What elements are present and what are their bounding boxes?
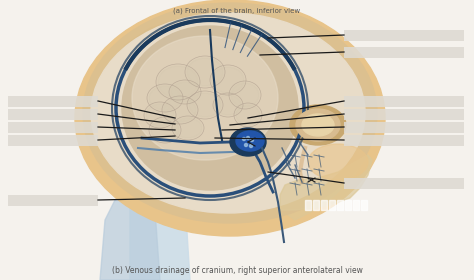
Polygon shape <box>100 188 160 280</box>
Ellipse shape <box>231 83 259 107</box>
Bar <box>344 96 464 107</box>
Ellipse shape <box>174 118 202 138</box>
Bar <box>344 135 464 146</box>
Bar <box>329 200 335 210</box>
Bar <box>8 195 98 206</box>
Bar <box>8 122 98 133</box>
Polygon shape <box>130 170 190 280</box>
Bar <box>344 109 464 120</box>
Text: (a) Frontal of the brain, inferior view: (a) Frontal of the brain, inferior view <box>173 7 301 13</box>
Ellipse shape <box>122 26 298 190</box>
Ellipse shape <box>189 93 221 117</box>
Ellipse shape <box>246 137 249 139</box>
Bar <box>8 109 98 120</box>
Ellipse shape <box>230 128 266 156</box>
Bar <box>305 200 311 210</box>
Polygon shape <box>280 155 372 210</box>
Ellipse shape <box>302 114 334 136</box>
Bar <box>361 200 367 210</box>
Ellipse shape <box>249 144 253 148</box>
Ellipse shape <box>171 82 199 102</box>
Bar <box>321 200 327 210</box>
Ellipse shape <box>164 98 196 122</box>
Bar <box>8 135 98 146</box>
Bar <box>313 200 319 210</box>
Ellipse shape <box>236 105 260 125</box>
Ellipse shape <box>146 104 174 126</box>
Ellipse shape <box>91 13 365 213</box>
Ellipse shape <box>308 144 368 180</box>
Ellipse shape <box>187 58 223 86</box>
Ellipse shape <box>75 0 385 236</box>
Ellipse shape <box>212 67 244 93</box>
Text: (b) Venous drainage of cranium, right superior anterolateral view: (b) Venous drainage of cranium, right su… <box>111 266 363 275</box>
Bar <box>344 30 464 41</box>
Bar <box>344 178 464 189</box>
Bar <box>345 200 351 210</box>
Ellipse shape <box>158 66 198 98</box>
Bar <box>337 200 343 210</box>
Polygon shape <box>276 45 375 220</box>
Ellipse shape <box>151 119 179 141</box>
Bar <box>353 200 359 210</box>
Polygon shape <box>276 45 375 220</box>
Ellipse shape <box>296 109 340 141</box>
Ellipse shape <box>243 137 246 141</box>
Polygon shape <box>105 18 282 102</box>
Ellipse shape <box>250 139 254 141</box>
Bar <box>344 47 464 58</box>
Ellipse shape <box>215 95 241 115</box>
Ellipse shape <box>132 36 278 160</box>
Ellipse shape <box>290 105 346 145</box>
Bar <box>8 96 98 107</box>
Ellipse shape <box>149 86 181 110</box>
Ellipse shape <box>236 131 264 151</box>
Ellipse shape <box>83 3 377 223</box>
Bar <box>344 122 464 133</box>
Ellipse shape <box>245 144 247 146</box>
